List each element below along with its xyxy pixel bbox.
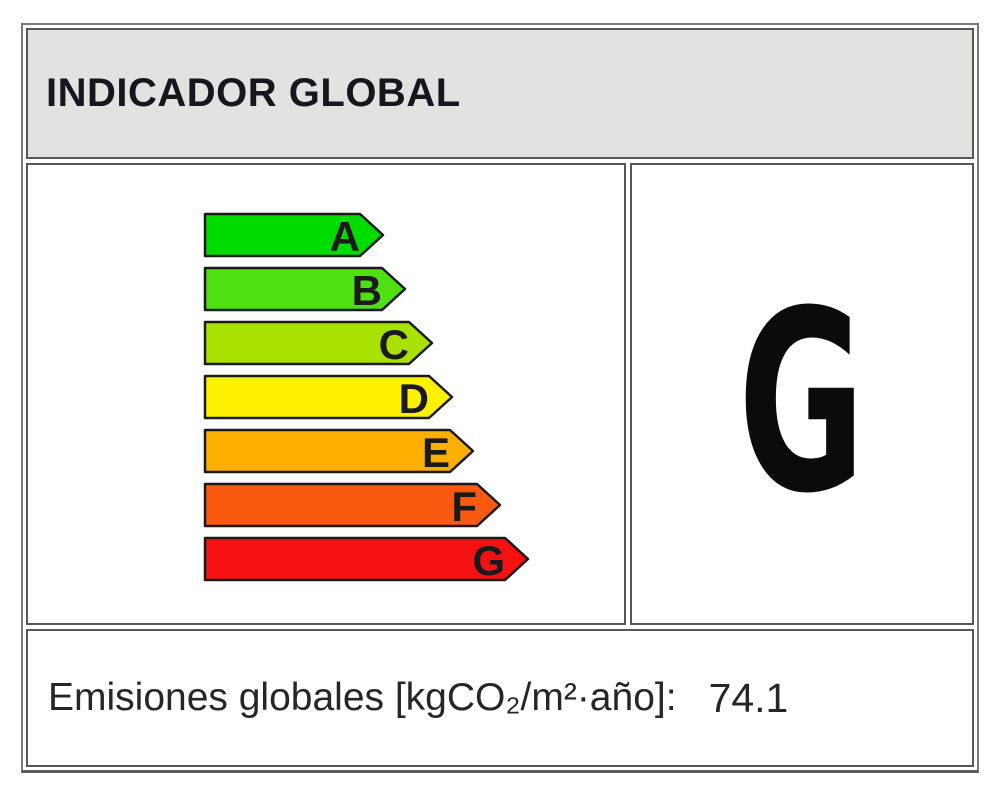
arrow-shape-e [203,428,475,474]
rating-panel: G [630,163,974,625]
emissions-value: 74.1 [708,674,789,721]
energy-arrow-e: E [203,428,475,474]
header: INDICADOR GLOBAL [26,28,974,159]
energy-arrow-f: F [203,482,502,528]
arrow-label-d: D [399,375,429,420]
rating-letter: G [738,257,866,548]
arrow-shape-a [203,212,385,258]
emissions-label: Emisiones globales [kgCO₂/m²·año]: [48,676,677,719]
arrow-shape-d [203,374,454,420]
arrow-shape-f [203,482,502,528]
arrow-shape-g [203,536,530,582]
main-row: A B C D E F [26,163,974,625]
arrow-shape-b [203,266,407,312]
arrow-label-f: F [451,483,477,528]
arrow-label-g: G [472,537,505,582]
arrow-label-c: C [379,321,409,366]
arrow-shape-c [203,320,434,366]
energy-arrow-d: D [203,374,454,420]
arrow-label-b: B [352,267,382,312]
energy-scale-panel: A B C D E F [26,163,626,625]
page-title: INDICADOR GLOBAL [46,71,461,115]
arrow-label-a: A [330,213,360,258]
indicator-table: INDICADOR GLOBAL A B C D E [21,23,979,773]
energy-arrow-b: B [203,266,407,312]
emissions-panel: Emisiones globales [kgCO₂/m²·año]: 74.1 [26,629,974,767]
arrow-label-e: E [422,429,450,474]
energy-arrow-a: A [203,212,385,258]
energy-arrow-g: G [203,536,530,582]
energy-arrow-c: C [203,320,434,366]
